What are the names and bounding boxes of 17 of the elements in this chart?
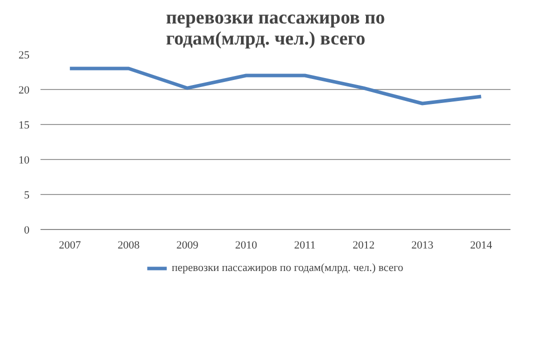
x-tick-label: 2009 [176,240,199,252]
x-tick-label: 2010 [235,240,258,252]
y-tick-label: 5 [24,190,30,202]
y-tick-label: 20 [18,84,30,96]
y-tick-label: 25 [18,50,30,62]
x-tick-label: 2011 [294,240,316,252]
x-tick-label: 2007 [58,240,82,252]
x-tick-label: 2008 [118,240,140,252]
x-tick-label: 2013 [411,240,434,252]
legend-label: перевозки пассажиров по годам(млрд. чел.) всего [172,262,404,274]
line-series [68,66,483,106]
y-tick-label: 15 [18,120,30,132]
x-tick-label: 2012 [352,240,375,252]
y-tick-label: 10 [18,154,30,166]
x-tick-label: 2014 [470,240,493,252]
chart-title: перевозки пассажиров по годам(млрд. чел.) всего [166,8,386,50]
y-tick-label: 0 [24,224,30,236]
